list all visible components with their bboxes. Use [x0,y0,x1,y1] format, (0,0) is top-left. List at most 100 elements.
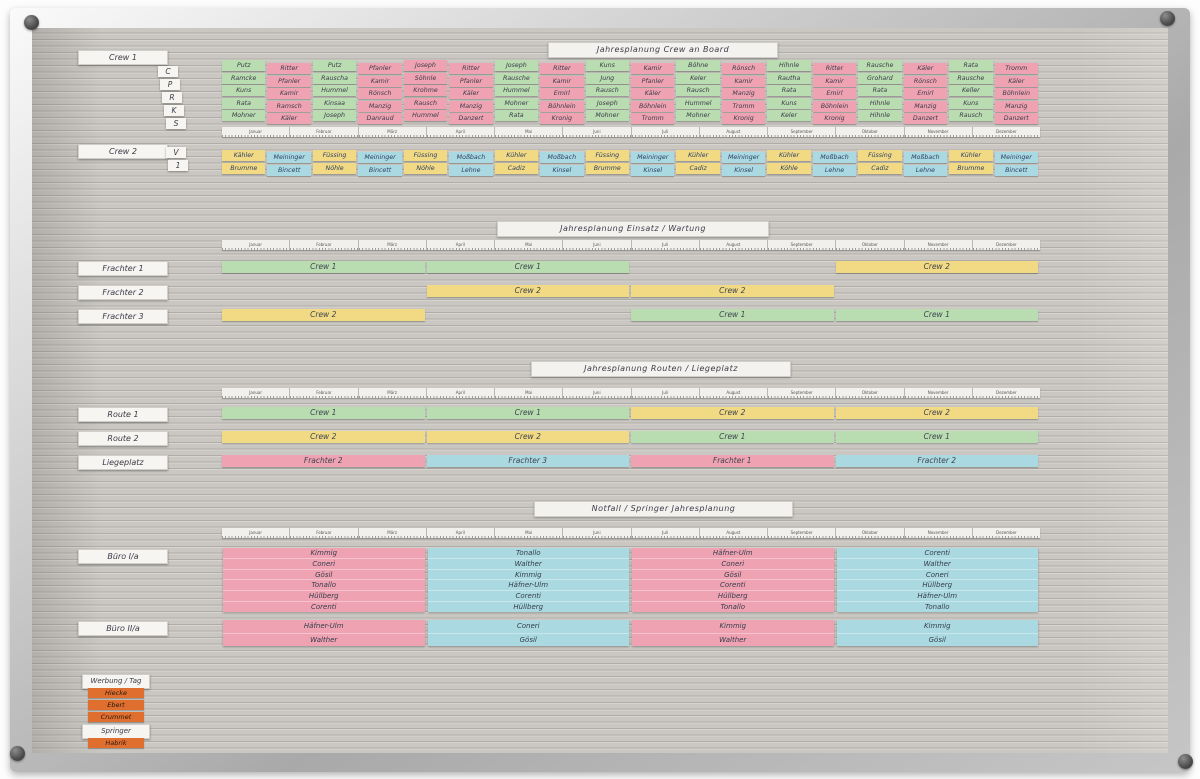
crew1-name-card: Mohner [585,110,629,121]
month-cell: Februar [289,127,358,137]
crew2-name-card: Brumme [585,163,629,174]
crew1-name-card: Böhnlein [540,100,584,112]
crew1-name-card: Rausch [949,110,993,121]
crew2-name-card: Nöhle [312,163,357,174]
month-cell: Juli [630,388,699,398]
month-cell: Januar [222,240,290,250]
crew1-name-card: Hihnle [858,110,902,121]
month-cell: Februar [289,388,358,398]
springer-name: Hüllberg [632,591,834,603]
crew1-name-card: Ramcke [222,72,266,84]
crew1-name-card: Ritter [812,63,857,74]
crew2-name-card: Meininger [631,152,675,163]
crew1-name-card: Rauscha [312,72,357,84]
month-cell: Juni [562,388,631,398]
crew2-name-card: Bincett [994,165,1038,176]
crew1-name-card: Putz [222,60,266,71]
springer-name: Häfner-Ulm [632,548,834,559]
springer-name: Tonallo [720,603,746,612]
month-ruler: Januar Februar März April Mai Juni Juli August S… [222,240,1040,250]
crew1-name-card: Käler [631,88,675,99]
springer-name: Kimmig [836,620,1038,634]
month-cell: August [698,388,767,398]
crew1-name-card: Rausch [585,85,629,96]
crew1-name-card: Ritter [540,63,584,74]
crew1-name-card: Keler [767,110,811,121]
crew1-name-card: Böhnlein [994,88,1038,99]
crew2-name-card: Cadiz [494,163,539,174]
schedule-bar: Crew 1 [835,431,1038,443]
springer-name: Coneri [223,559,425,570]
crew2-name-card: Brumme [222,163,266,174]
legend-card: Hiecke [88,688,144,698]
crew1-name-card: Pfanler [449,75,493,87]
crew1-name-card: Mohner [222,110,266,121]
index-card: C [158,66,178,77]
crew1-name-card: Krohme [403,85,448,96]
springer-block: Tonallo Walther Kimmig Häfner-Ulm Corenti Hül… [427,548,629,612]
row-label: Route 1 [78,407,168,422]
section-title-routen-liegeplatz: Jahresplanung Routen / Liegeplatz [531,361,791,377]
month-cell: März [357,127,426,137]
crew1-name-card: Mohner [676,110,720,121]
springer-name: Hüllberg [223,591,425,603]
schedule-bar: Crew 1 [835,309,1038,321]
schedule-bar: Crew 2 [426,431,629,443]
corner-screw-icon [1160,11,1175,26]
crew1-name-card: Keler [676,72,720,84]
month-cell: Januar [222,127,290,137]
springer-name: Häfner-Ulm [427,580,629,592]
springer-block: Corenti Walther Coneri Hüllberg Häfner-Ulm To… [836,548,1038,612]
crew1-name-card: Mohner [494,97,539,109]
crew1-name-card: Manzig [449,100,493,112]
crew2-name-card: Brumme [949,163,993,174]
springer-name: Kimmig [427,570,629,581]
schedule-bar: Frachter 2 [835,455,1038,467]
crew2-name-card: Kühler [767,150,811,161]
springer-block: Kimmig Gösil [836,620,1038,646]
month-ruler: Januar Februar März April Mai Juni Juli August S… [222,388,1040,398]
index-card: K [164,105,184,116]
crew2-name-card: Meininger [358,152,402,163]
month-cell: Januar [222,528,290,538]
crew1-name-card: Böhne [676,60,720,71]
springer-name: Corenti [632,580,834,592]
schedule-bar: Crew 1 [426,407,629,419]
crew1-name-card: Danraud [358,113,402,124]
springer-name: Coneri [836,570,1038,581]
springer-name: Tonallo [427,548,629,559]
springer-block: Häfner-Ulm Walther [223,620,425,646]
month-ruler: Januar Februar März April Mai Juni Juli August S… [222,127,1040,137]
springer-name: Coneri [427,620,629,634]
crew1-name-card: Danzert [994,113,1038,124]
crew1-name-card: Hummel [676,97,720,109]
crew1-name-card: Kuns [585,60,629,71]
crew2-name-card: Moßbach [903,152,948,163]
schedule-bar: Crew 1 [222,261,425,273]
crew2-name-card: Moßbach [812,152,857,163]
schedule-bar: Crew 1 [631,309,834,321]
springer-block: Coneri Gösil [427,620,629,646]
crew1-name-card: Käler [994,75,1038,87]
springer-block: Kimmig Coneri Gösil Tonallo Hüllberg Corenti [223,548,425,612]
crew1-name-card: Tromm [994,63,1038,74]
springer-block: Häfner-Ulm Coneri Gösil Corenti Hüllberg Tona… [632,548,834,612]
schedule-bar: Frachter 1 [631,455,834,467]
month-cell: Dezember [971,528,1040,538]
crew1-name-card: Ritter [267,63,311,74]
crew1-name-card: Rata [767,85,811,96]
crew2-name-card: Köhle [767,163,811,174]
schedule-bar: Crew 1 [426,261,629,273]
row-label: Route 2 [78,431,168,446]
crew1-name-card: Hummel [403,110,448,121]
month-cell: Oktober [835,528,904,538]
month-cell: März [357,528,426,538]
section-title-einsatz-wartung: Jahresplanung Einsatz / Wartung [497,221,769,237]
section-title-crew-board: Jahresplanung Crew an Board [548,42,778,58]
crew1-name-card: Tromm [721,100,766,112]
row-label: Crew 1 [78,50,168,65]
row-label: Frachter 1 [78,261,168,276]
crew1-name-card: Danzert [903,113,948,124]
schedule-bar: Crew 1 [222,407,425,419]
crew1-name-card: Pfanler [631,75,675,87]
